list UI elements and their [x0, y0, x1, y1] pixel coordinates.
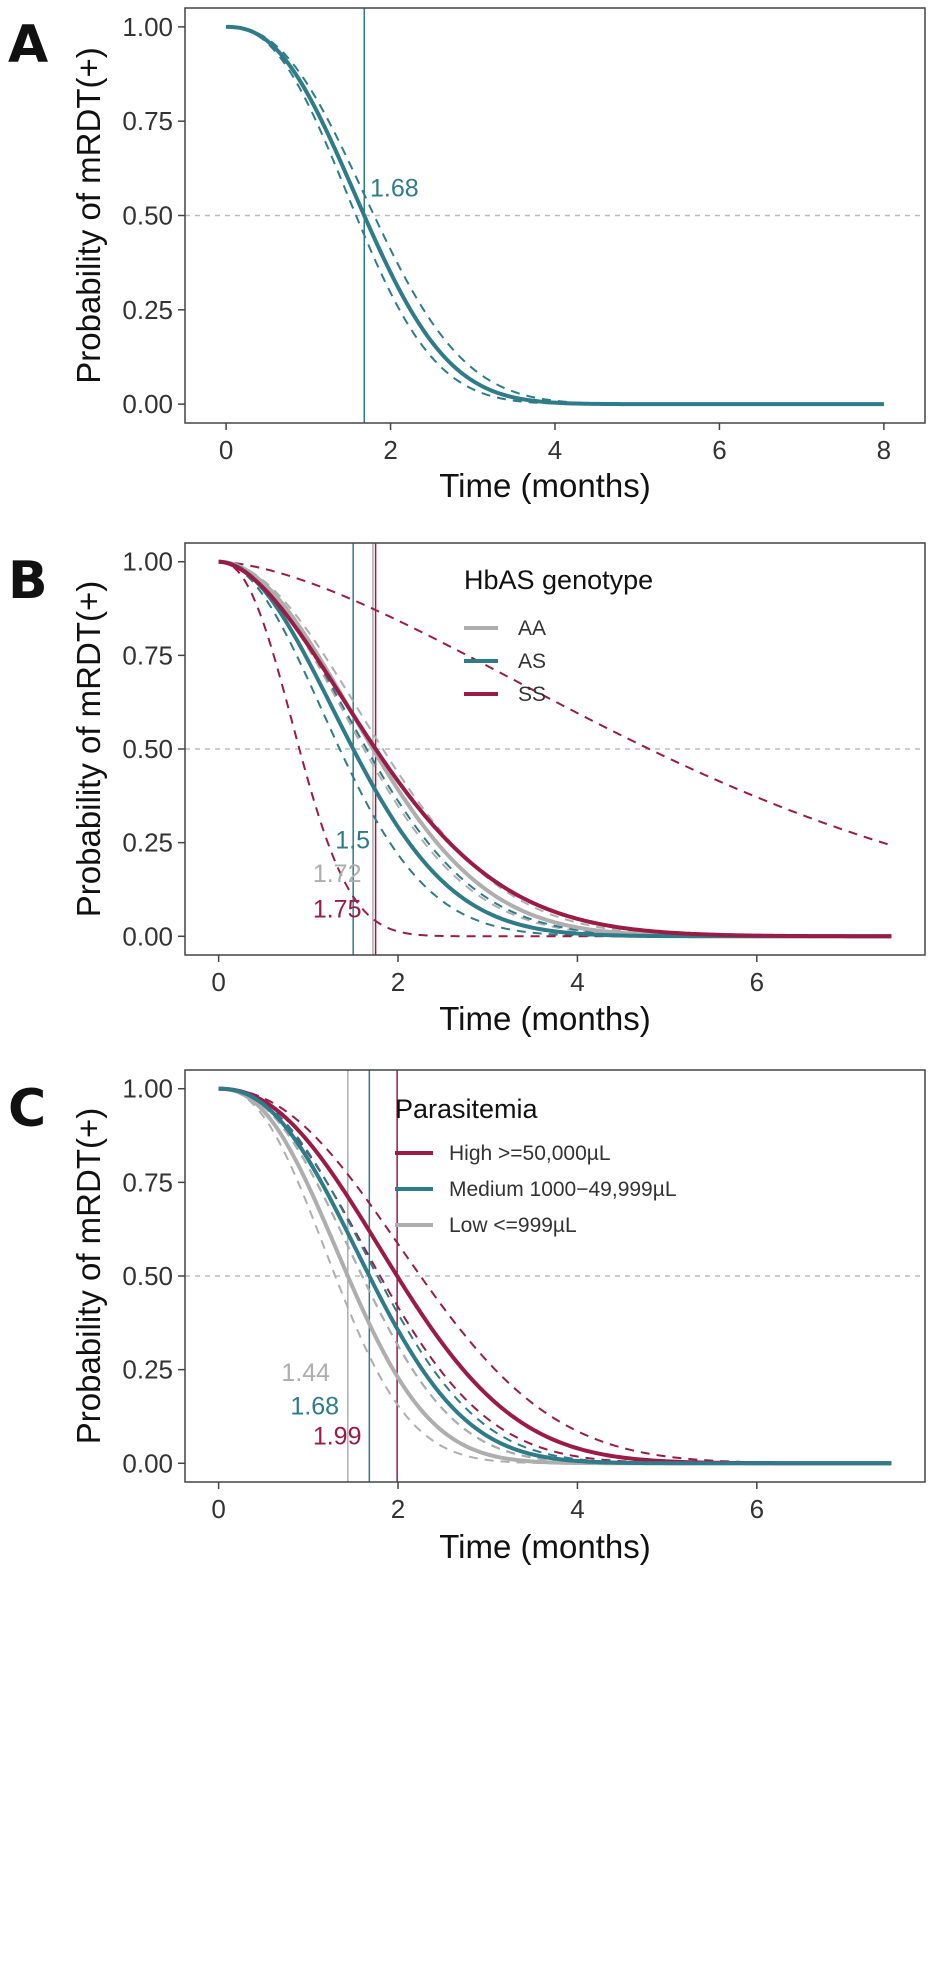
y-tick-label: 0.00: [122, 921, 173, 951]
ci-curve: [218, 1087, 892, 1465]
x-tick-label: 4: [570, 967, 584, 997]
legend-entry-label: AS: [518, 650, 546, 673]
median-value-label: 1.72: [313, 860, 362, 888]
median-value-label: 1.75: [313, 896, 362, 924]
y-axis-title: Probability of mRDT(+): [70, 581, 107, 918]
panel-A: A 1.68 0.00 0.25 0.50 0.75 1.00 0 2 4 6 8 Time (mont…: [8, 7, 926, 504]
legend-entry-label: AA: [518, 617, 546, 640]
y-tick-label: 0.75: [122, 106, 173, 136]
x-tick-label: 0: [219, 435, 233, 465]
median-value-label: 1.68: [370, 175, 419, 203]
y-axis-title: Probability of mRDT(+): [70, 47, 107, 384]
legend-entry-label: Medium 1000−49,999µL: [449, 1178, 677, 1201]
median-value-label: 1.5: [335, 826, 370, 854]
x-tick-label: 4: [570, 1494, 584, 1524]
survival-curve: [218, 559, 892, 939]
legend-entry-label: SS: [518, 683, 546, 706]
legend-title: Parasitemia: [395, 1094, 539, 1124]
y-tick-label: 0.75: [122, 640, 173, 670]
panel-label: A: [8, 15, 48, 75]
y-tick-label: 0.50: [122, 1261, 173, 1291]
median-value-label: 1.44: [281, 1359, 330, 1387]
y-tick-label: 1.00: [122, 547, 173, 577]
legend: Parasitemia High >=50,000µL Medium 1000−49…: [395, 1094, 677, 1237]
legend-entry-label: Low <=999µL: [449, 1214, 577, 1237]
x-tick-label: 6: [712, 435, 726, 465]
y-tick-label: 0.75: [122, 1167, 173, 1197]
x-tick-label: 8: [877, 435, 891, 465]
y-tick-label: 0.50: [122, 201, 173, 231]
legend: HbAS genotype AA AS SS: [464, 565, 653, 706]
x-tick-label: 2: [383, 435, 397, 465]
panel-label: B: [8, 551, 48, 611]
x-axis-title: Time (months): [439, 467, 650, 504]
y-tick-label: 0.50: [122, 734, 173, 764]
x-tick-label: 6: [750, 967, 764, 997]
median-value-label: 1.99: [313, 1423, 362, 1451]
x-axis-title: Time (months): [439, 1528, 650, 1565]
x-axis-title: Time (months): [439, 1000, 650, 1037]
y-tick-label: 1.00: [122, 1074, 173, 1104]
x-tick-label: 0: [211, 1494, 225, 1524]
y-tick-label: 0.25: [122, 295, 173, 325]
panel-C: C 1.991.68 1.44 0.00 0.25 0.50 0.75 1.00 0 2 4 6 Tim…: [8, 1069, 926, 1565]
legend-entry-label: High >=50,000µL: [449, 1142, 611, 1165]
ci-curve: [218, 560, 892, 847]
survival-curve: [226, 24, 884, 407]
median-value-label: 1.68: [290, 1393, 339, 1421]
x-tick-label: 2: [391, 1494, 405, 1524]
panel-B: B 1.72 1.5 1.75 0.00 0.25 0.50 0.75 1.00 0 2 4 6 Time…: [8, 542, 926, 1037]
panel-label: C: [8, 1079, 46, 1139]
y-tick-label: 0.00: [122, 1448, 173, 1478]
legend-title: HbAS genotype: [464, 565, 653, 595]
y-axis-title: Probability of mRDT(+): [70, 1108, 107, 1445]
x-tick-label: 2: [391, 967, 405, 997]
x-tick-label: 6: [750, 1494, 764, 1524]
y-tick-label: 0.25: [122, 1355, 173, 1385]
x-tick-label: 0: [211, 967, 225, 997]
y-tick-label: 1.00: [122, 12, 173, 42]
survival-curve: [218, 1086, 892, 1466]
y-tick-label: 0.00: [122, 389, 173, 419]
y-tick-label: 0.25: [122, 828, 173, 858]
x-tick-label: 4: [548, 435, 562, 465]
